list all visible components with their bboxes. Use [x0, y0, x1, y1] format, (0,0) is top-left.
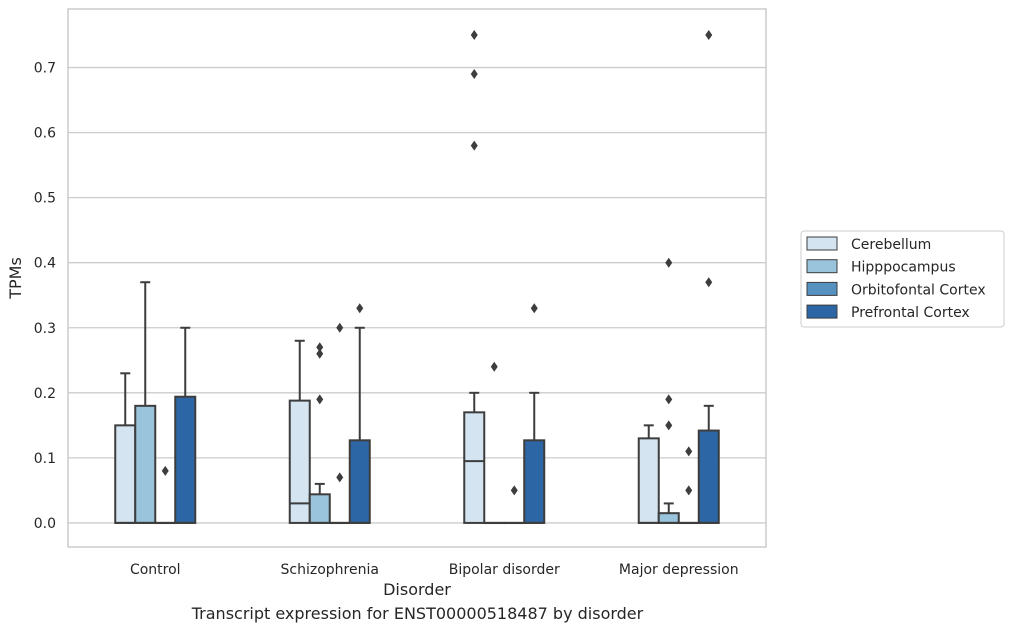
y-tick-label: 0.0: [34, 516, 56, 532]
legend-swatch: [806, 304, 838, 319]
y-tick-label: 0.7: [34, 61, 56, 77]
box-iqr: [308, 493, 331, 524]
legend-label: Prefrontal Cortex: [851, 305, 970, 321]
box-group: [463, 30, 486, 524]
legend-swatch: [806, 236, 838, 251]
outlier-point: [705, 277, 713, 288]
y-axis-ticks: 0.0 0.1 0.2 0.3 0.4 0.5 0.6 0.7: [34, 61, 56, 532]
outlier-point: [470, 140, 478, 151]
box-iqr: [657, 512, 680, 524]
box-group: [308, 342, 331, 524]
box-iqr: [174, 395, 197, 524]
x-tick-label: Schizophrenia: [281, 562, 379, 578]
y-tick-label: 0.5: [34, 191, 56, 207]
box-iqr: [523, 439, 546, 524]
box-iqr: [637, 437, 660, 524]
box-group: [288, 339, 311, 524]
box-group: [134, 281, 157, 524]
y-tick-label: 0.4: [34, 256, 56, 272]
box-group: [154, 465, 177, 525]
box-group: [657, 257, 680, 524]
outlier-point: [685, 446, 693, 457]
legend-swatch: [806, 281, 838, 296]
x-tick-label: Bipolar disorder: [449, 562, 560, 578]
gridlines: [68, 66, 766, 524]
x-tick-label: Major depression: [619, 562, 739, 578]
box-group: [328, 322, 351, 525]
y-tick-label: 0.2: [34, 386, 56, 402]
outlier-point: [490, 361, 498, 372]
outlier-point: [316, 342, 324, 353]
outlier-point: [336, 472, 344, 483]
box-group: [174, 326, 197, 524]
outlier-point: [705, 30, 713, 41]
outlier-point: [530, 303, 538, 314]
box-group: [114, 372, 137, 524]
box-iqr: [697, 429, 720, 524]
box-iqr: [348, 439, 371, 524]
legend-label: Cerebellum: [851, 237, 931, 253]
box-iqr: [288, 399, 311, 524]
outlier-point: [336, 322, 344, 333]
outlier-point: [665, 394, 673, 405]
outlier-point: [356, 303, 364, 314]
y-axis-label: TPMs: [6, 257, 25, 300]
outlier-point: [685, 485, 693, 496]
legend-label: Orbitofontal Cortex: [851, 282, 986, 298]
outlier-point: [316, 394, 324, 405]
box-group: [697, 30, 720, 524]
box-group: [503, 485, 526, 525]
box-group: [637, 424, 660, 524]
y-tick-label: 0.6: [34, 126, 56, 142]
box-group: [483, 361, 506, 525]
legend-label: Hipppocampus: [851, 260, 956, 276]
legend: Cerebellum Hipppocampus Orbitofontal Corte…: [800, 230, 1005, 328]
x-axis-ticks: Control Schizophrenia Bipolar disorder Majo…: [130, 562, 739, 578]
legend-swatch: [806, 259, 838, 274]
legend-frame: [800, 230, 1005, 328]
outlier-point: [161, 465, 169, 476]
outlier-point: [665, 420, 673, 431]
outlier-point: [510, 485, 518, 496]
outlier-point: [470, 69, 478, 80]
box-group: [348, 303, 371, 524]
y-tick-label: 0.3: [34, 321, 56, 337]
box-series: [114, 30, 720, 525]
outlier-point: [470, 30, 478, 41]
box-group: [523, 303, 546, 524]
x-axis-label: Disorder: [383, 580, 451, 599]
x-tick-label: Control: [130, 562, 181, 578]
outlier-point: [665, 257, 673, 268]
outlier-point: [316, 348, 324, 359]
plot-area-frame: [67, 8, 767, 548]
box-iqr: [463, 411, 486, 524]
box-iqr: [114, 424, 137, 524]
figure-caption: Transcript expression for ENST0000051848…: [191, 604, 644, 623]
box-iqr: [134, 404, 157, 524]
y-tick-label: 0.1: [34, 451, 56, 467]
